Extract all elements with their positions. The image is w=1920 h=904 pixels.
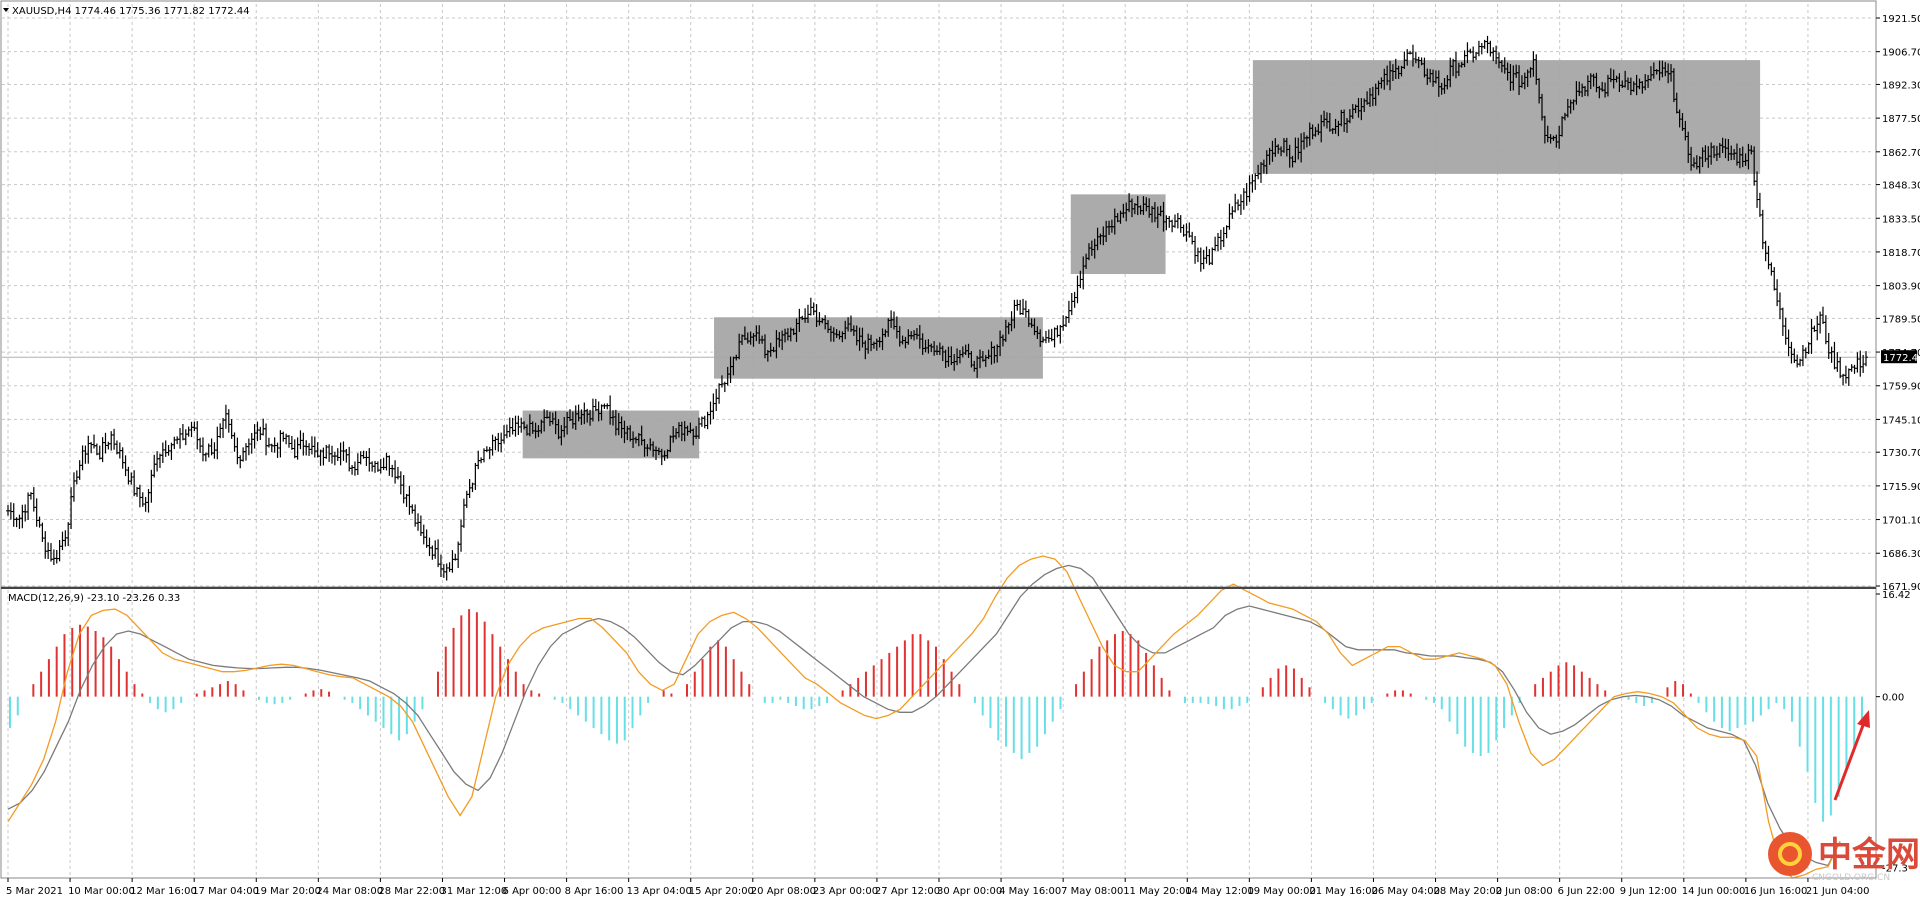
y-tick-label: 1906.70 (1882, 48, 1920, 59)
y-tick-label: 1848.30 (1882, 181, 1920, 192)
x-tick-label: 30 Apr 00:00 (937, 886, 1002, 897)
y-tick-label: 1671.90 (1882, 582, 1920, 593)
x-tick-label: 31 Mar 12:00 (440, 886, 507, 897)
x-tick-label: 2 Jun 08:00 (1496, 886, 1553, 897)
y-tick-label: 1759.90 (1882, 382, 1920, 393)
x-tick-label: 16 Jun 16:00 (1744, 886, 1808, 897)
up-arrow-icon (1833, 710, 1870, 801)
y-tick-label: 1892.30 (1882, 80, 1920, 91)
y-tick-label: 1730.70 (1882, 448, 1920, 459)
consolidation-box (1252, 60, 1761, 174)
x-tick-label: 15 Apr 20:00 (689, 886, 754, 897)
price-series (6, 35, 1868, 581)
current-price-label: 1772.44 (1883, 353, 1920, 364)
dropdown-triangle-icon[interactable] (3, 8, 9, 12)
symbol-info: XAUUSD,H4 1774.46 1775.36 1771.82 1772.4… (12, 6, 250, 17)
x-tick-label: 28 Mar 22:00 (378, 886, 445, 897)
y-tick-label: 1745.10 (1882, 415, 1920, 426)
watermark: 中金网 CNGOLD.ORG.CN (1768, 832, 1920, 883)
x-tick-label: 23 Apr 00:00 (813, 886, 878, 897)
macd-y-tick-label: 0.00 (1882, 693, 1904, 704)
macd-y-tick-label: 16.42 (1882, 590, 1911, 601)
x-tick-label: 7 May 08:00 (1061, 886, 1123, 897)
indicator-info: MACD(12,26,9) -23.10 -23.26 0.33 (8, 593, 180, 604)
macd-histogram (9, 609, 1863, 822)
x-tick-label: 13 Apr 04:00 (627, 886, 692, 897)
x-tick-label: 28 May 20:00 (1434, 886, 1503, 897)
x-tick-label: 20 Apr 08:00 (751, 886, 816, 897)
y-tick-label: 1715.90 (1882, 482, 1920, 493)
y-tick-label: 1789.50 (1882, 314, 1920, 325)
x-tick-label: 21 May 16:00 (1309, 886, 1378, 897)
y-tick-label: 1833.50 (1882, 214, 1920, 225)
y-tick-label: 1862.70 (1882, 148, 1920, 159)
y-tick-label: 1818.70 (1882, 248, 1920, 259)
macd-lines (7, 555, 1841, 879)
consolidation-boxes (522, 60, 1761, 459)
x-tick-label: 8 Apr 16:00 (565, 886, 624, 897)
x-tick-label: 27 Apr 12:00 (875, 886, 940, 897)
y-tick-label: 1701.10 (1882, 516, 1920, 527)
x-tick-label: 9 Jun 12:00 (1620, 886, 1677, 897)
macd-line (7, 555, 1841, 879)
y-tick-label: 1686.30 (1882, 549, 1920, 560)
consolidation-box (1070, 194, 1166, 275)
x-tick-label: 14 May 12:00 (1185, 886, 1254, 897)
x-tick-label: 6 Jun 22:00 (1558, 886, 1615, 897)
x-tick-label: 17 Mar 04:00 (192, 886, 259, 897)
y-tick-label: 1877.50 (1882, 114, 1920, 125)
x-tick-label: 19 May 00:00 (1247, 886, 1316, 897)
x-tick-label: 14 Jun 00:00 (1682, 886, 1746, 897)
x-tick-label: 4 May 16:00 (999, 886, 1061, 897)
macd-y-tick-label: -27.3 (1882, 863, 1908, 874)
current-price-tag: 1772.44 (1881, 350, 1920, 364)
watermark-logo-icon (1768, 832, 1812, 876)
macd-pane-frame (0, 587, 1877, 879)
x-tick-label: 5 Mar 2021 (6, 886, 63, 897)
x-tick-label: 19 Mar 20:00 (254, 886, 321, 897)
x-tick-label: 21 Jun 04:00 (1806, 886, 1870, 897)
x-tick-label: 10 Mar 00:00 (68, 886, 135, 897)
watermark-sub: CNGOLD.ORG.CN (1812, 873, 1890, 883)
y-tick-label: 1921.50 (1882, 14, 1920, 25)
consolidation-box (714, 317, 1043, 379)
x-tick-label: 24 Mar 08:00 (316, 886, 383, 897)
x-tick-label: 12 Mar 16:00 (130, 886, 197, 897)
y-tick-label: 1803.90 (1882, 282, 1920, 293)
x-tick-label: 6 Apr 00:00 (503, 886, 562, 897)
x-tick-label: 26 May 04:00 (1371, 886, 1440, 897)
signal-line (7, 564, 1841, 867)
x-tick-label: 11 May 20:00 (1123, 886, 1192, 897)
watermark-text: 中金网 (1818, 835, 1920, 875)
